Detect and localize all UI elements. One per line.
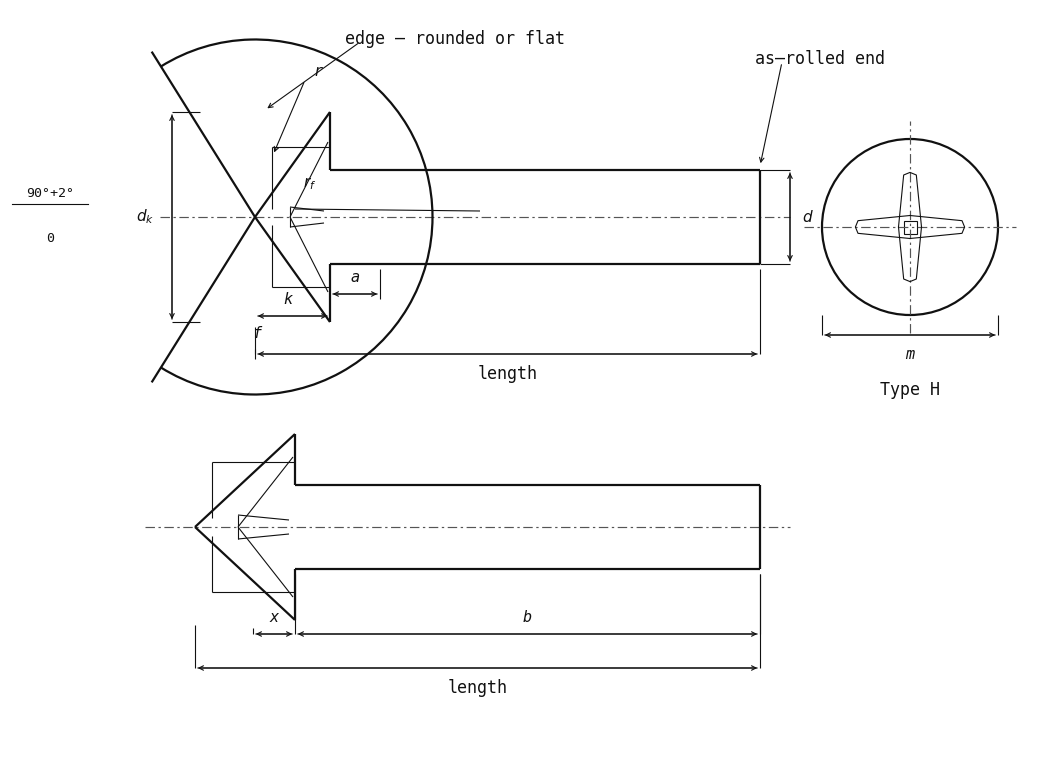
Text: $d$: $d$ (802, 209, 814, 225)
Text: edge – rounded or flat: edge – rounded or flat (345, 30, 565, 48)
Text: length: length (447, 679, 507, 697)
Text: as–rolled end: as–rolled end (755, 50, 885, 68)
Text: $d_k$: $d_k$ (135, 208, 154, 226)
Text: r: r (314, 65, 322, 80)
Text: length: length (478, 365, 538, 383)
Text: $r_f$: $r_f$ (303, 176, 317, 192)
Text: k: k (282, 293, 292, 307)
Text: b: b (523, 610, 532, 625)
Text: Type H: Type H (880, 381, 940, 399)
Text: 90°+2°: 90°+2° (26, 187, 74, 200)
Text: 0: 0 (46, 232, 54, 245)
Text: f: f (252, 327, 261, 341)
Text: m: m (905, 347, 915, 363)
Text: x: x (270, 610, 278, 625)
Bar (903, 221, 917, 233)
Text: a: a (351, 270, 359, 286)
